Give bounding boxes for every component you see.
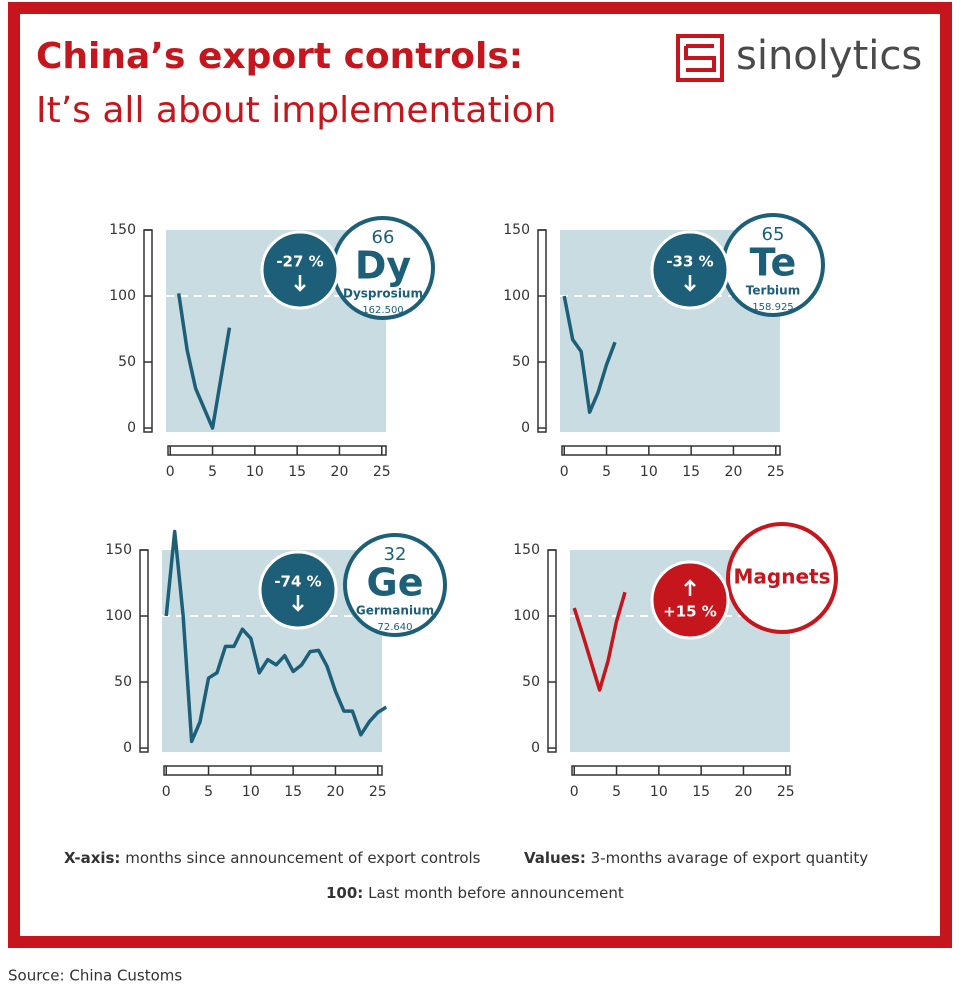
x-tick-label: 15: [692, 784, 710, 800]
change-arrow: [294, 275, 306, 292]
x-tick-label: 25: [373, 464, 391, 480]
badge-circle: [726, 522, 838, 634]
badge-label: Magnets: [734, 565, 831, 589]
element-name: Dysprosium: [343, 287, 423, 301]
y-tick-label: 100: [503, 288, 530, 304]
y-tick-label: 50: [118, 354, 136, 370]
series-line: [562, 295, 617, 414]
y-tick-label: 0: [123, 740, 132, 756]
x-axis-bar: [163, 765, 383, 776]
atomic-number: 32: [384, 544, 407, 565]
x-tick-label: 25: [777, 784, 795, 800]
atomic-mass: 162.500: [362, 305, 403, 316]
x-tick-label: 10: [246, 464, 264, 480]
element-symbol: Ge: [367, 561, 424, 605]
x-tick-label: 20: [725, 464, 743, 480]
badge-circle: [343, 533, 447, 637]
logo-text: sinolytics: [736, 33, 922, 79]
x-tick-label: 5: [208, 464, 217, 480]
note-label: 100:: [326, 884, 363, 902]
note-label: Values:: [524, 849, 586, 867]
x-tick-label: 0: [560, 464, 569, 480]
x-tick-label: 25: [369, 784, 387, 800]
panel: [20, 14, 940, 936]
title: China’s export controls:: [36, 36, 523, 77]
element-symbol: Dy: [355, 244, 412, 288]
element-symbol: Te: [750, 241, 797, 285]
change-label: -74 %: [274, 573, 321, 591]
y-axis-bar: [547, 549, 557, 753]
y-tick-label: 100: [105, 608, 132, 624]
y-axis-bar: [139, 549, 149, 753]
change-circle: [650, 230, 730, 310]
x-tick-label: 20: [327, 784, 345, 800]
y-tick-label: 50: [522, 674, 540, 690]
x-tick-label: 20: [735, 784, 753, 800]
note-text: months since announcement of export cont…: [125, 849, 480, 867]
y-tick-label: 150: [105, 542, 132, 558]
element-name: Germanium: [356, 604, 434, 618]
note-values: Values: 3-months avarage of export quant…: [524, 849, 868, 867]
change-label: -33 %: [666, 253, 713, 271]
x-tick-label: 15: [288, 464, 306, 480]
change-arrow: [684, 579, 696, 596]
y-tick-label: 100: [109, 288, 136, 304]
series-line: [176, 293, 232, 430]
change-circle: [260, 230, 340, 310]
x-tick-label: 0: [166, 464, 175, 480]
x-tick-label: 10: [640, 464, 658, 480]
source: Source: China Customs: [8, 967, 182, 985]
note-x: X-axis: months since announcement of exp…: [64, 849, 481, 867]
x-axis-bar: [561, 445, 781, 456]
series-line: [572, 591, 627, 692]
change-circle: [258, 550, 338, 630]
atomic-number: 65: [762, 224, 785, 245]
atomic-number: 66: [372, 227, 395, 248]
x-tick-label: 15: [682, 464, 700, 480]
y-tick-label: 100: [513, 608, 540, 624]
change-label: -27 %: [276, 253, 323, 271]
y-tick-label: 150: [503, 222, 530, 238]
series-line: [164, 529, 388, 744]
note-text: Last month before announcement: [368, 884, 624, 902]
note-text: 3-months avarage of export quantity: [591, 849, 869, 867]
x-tick-label: 25: [767, 464, 785, 480]
change-arrow: [292, 595, 304, 612]
logo-icon: [676, 34, 724, 82]
x-axis-bar: [167, 445, 387, 456]
change-arrow: [684, 275, 696, 292]
x-tick-label: 20: [331, 464, 349, 480]
y-axis-bar: [537, 229, 547, 433]
atomic-mass: 158.925: [752, 302, 793, 313]
x-tick-label: 0: [570, 784, 579, 800]
y-tick-label: 150: [513, 542, 540, 558]
x-tick-label: 0: [162, 784, 171, 800]
change-circle: [650, 560, 730, 640]
x-tick-label: 5: [602, 464, 611, 480]
x-tick-label: 10: [650, 784, 668, 800]
y-tick-label: 50: [114, 674, 132, 690]
y-axis-bar: [143, 229, 153, 433]
change-label: +15 %: [663, 603, 717, 621]
x-tick-label: 5: [204, 784, 213, 800]
subtitle: It’s all about implementation: [36, 90, 556, 131]
x-tick-label: 15: [284, 784, 302, 800]
element-name: Terbium: [746, 284, 800, 298]
x-tick-label: 10: [242, 784, 260, 800]
y-tick-label: 0: [127, 420, 136, 436]
y-tick-label: 50: [512, 354, 530, 370]
x-axis-bar: [571, 765, 791, 776]
note-label: X-axis:: [64, 849, 120, 867]
y-tick-label: 0: [531, 740, 540, 756]
y-tick-label: 150: [109, 222, 136, 238]
x-tick-label: 5: [612, 784, 621, 800]
note-ref: 100: Last month before announcement: [326, 884, 624, 902]
atomic-mass: 72.640: [378, 622, 413, 633]
y-tick-label: 0: [521, 420, 530, 436]
